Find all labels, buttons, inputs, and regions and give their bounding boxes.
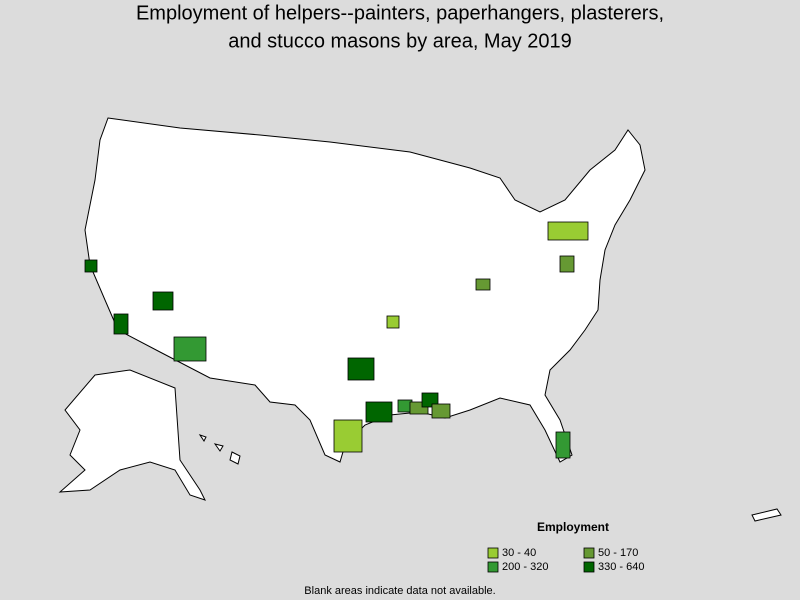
area — [84, 259, 98, 273]
area — [386, 315, 400, 329]
area-shading — [84, 221, 589, 459]
area — [547, 221, 589, 241]
legend-swatch — [583, 561, 595, 573]
puerto-rico — [751, 508, 782, 522]
title-line: and stucco masons by area, May 2019 — [228, 30, 572, 52]
legend-label: 30 - 40 — [502, 547, 536, 559]
alaska — [58, 369, 206, 501]
area — [173, 336, 207, 362]
area — [555, 431, 571, 459]
area — [559, 255, 575, 273]
legend-label: 200 - 320 — [502, 561, 548, 573]
contiguous-us — [84, 117, 646, 463]
hawaii — [198, 434, 241, 465]
legend-swatch — [487, 547, 499, 559]
legend-title: Employment — [537, 520, 609, 534]
legend-label: 330 - 640 — [598, 561, 644, 573]
area — [365, 401, 393, 423]
legend-label: 50 - 170 — [598, 547, 638, 559]
area — [431, 403, 451, 419]
legend: 30 - 40 50 - 170 200 - 320 330 - 640 — [487, 547, 644, 573]
footnote: Blank areas indicate data not available. — [304, 585, 495, 597]
area — [113, 313, 129, 335]
legend-swatch — [487, 561, 499, 573]
area — [421, 392, 439, 408]
area — [475, 278, 491, 291]
area — [347, 357, 375, 381]
area — [333, 419, 363, 453]
legend-swatch — [583, 547, 595, 559]
us-map — [58, 117, 782, 522]
title-line: Employment of helpers--painters, paperha… — [136, 2, 664, 24]
area — [152, 291, 174, 311]
